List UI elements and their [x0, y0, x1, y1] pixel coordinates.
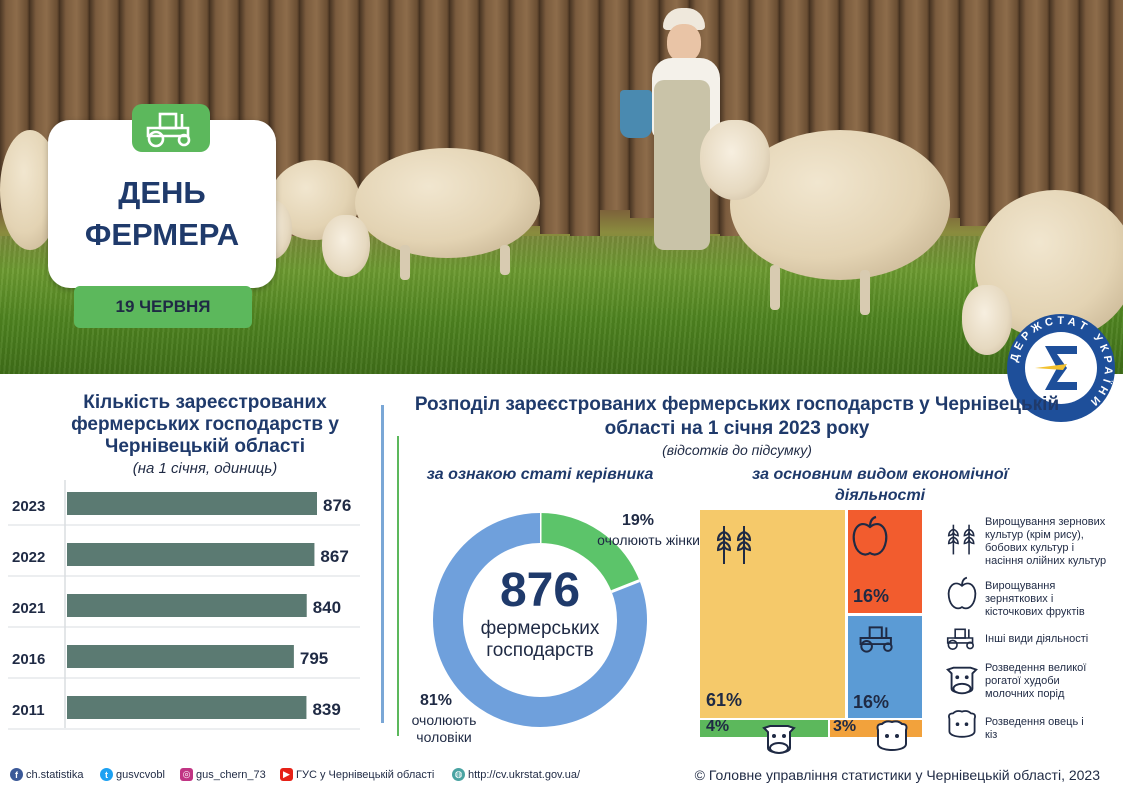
wheat-icon	[947, 524, 975, 555]
donut-separator	[611, 579, 641, 594]
donut-slice	[539, 513, 640, 593]
sheep-icon	[948, 710, 976, 738]
bar-category-label: 2011	[12, 702, 45, 719]
bar	[67, 594, 307, 617]
title-tab	[132, 104, 210, 152]
treemap-cell-fruit	[848, 510, 922, 613]
copyright: © Головне управління статистики у Чернів…	[694, 767, 1100, 783]
instagram-link[interactable]: ◎ gus_chern_73	[180, 768, 266, 781]
facebook-icon: f	[10, 768, 23, 781]
distribution-title: Розподіл зареєстрованих фермерських госп…	[414, 394, 1060, 439]
instagram-handle: gus_chern_73	[196, 768, 266, 781]
bar-value-label: 795	[300, 649, 328, 668]
bar-category-label: 2021	[12, 600, 45, 617]
bar-category-label: 2023	[12, 498, 45, 515]
women-label: очолюють жінки	[597, 532, 700, 548]
website-url: http://cv.ukrstat.gov.ua/	[468, 768, 581, 781]
youtube-icon: ▶	[280, 768, 293, 781]
bar-category-label: 2016	[12, 651, 45, 668]
bar	[67, 645, 294, 668]
treemap-value: 61%	[706, 690, 743, 710]
facebook-handle: ch.statistika	[26, 768, 84, 781]
legend-text: Розведення овець і кіз	[985, 716, 1084, 741]
tractor-icon	[946, 628, 974, 650]
apple-icon	[852, 515, 888, 556]
footer: f ch.statistika t gusvcvobl ◎ gus_chern_…	[0, 762, 1123, 790]
bar	[67, 492, 317, 515]
title-line-2: ФЕРМЕРА	[84, 217, 240, 252]
tractor-icon	[146, 112, 191, 148]
legend-text: Вирощування зерняткових і кісточкових фр…	[985, 580, 1085, 618]
legend-text: Інші види діяльності	[985, 633, 1089, 645]
distribution-subtitle: (відсотків до підсумку)	[662, 442, 812, 458]
bar-chart-title: Кількість зареєстрованих фермерських гос…	[71, 392, 339, 457]
men-percent: 81%	[420, 692, 453, 709]
treemap-value: 3%	[833, 718, 857, 735]
legend-text: Вирощування зернових культур (крім рису)…	[985, 516, 1107, 567]
wheat-icon	[716, 526, 752, 564]
website-link[interactable]: ◍ http://cv.ukrstat.gov.ua/	[452, 768, 580, 781]
cow-icon	[762, 725, 796, 754]
divider	[397, 436, 399, 736]
treemap-cell-other	[848, 616, 922, 718]
women-percent: 19%	[622, 512, 655, 529]
donut-center-value: 876	[499, 564, 581, 617]
page-title: ДЕНЬ ФЕРМЕРА	[48, 172, 276, 256]
bar-value-label: 839	[312, 700, 340, 719]
treemap-value: 4%	[706, 718, 730, 735]
bar	[67, 696, 307, 719]
tractor-icon	[859, 626, 893, 653]
donut-center-label: фермерських господарств	[480, 618, 600, 661]
divider	[381, 405, 384, 723]
apple-icon	[947, 576, 977, 610]
bar-chart-subtitle: (на 1 січня, одиниць)	[132, 460, 278, 477]
donut-heading: за ознакою статі керівника	[426, 466, 654, 483]
bar	[67, 543, 315, 566]
globe-icon: ◍	[452, 768, 465, 781]
twitter-icon: t	[100, 768, 113, 781]
bar-chart: 2023 876 2022 867 2021 840 2016 795 2011 839	[8, 480, 360, 730]
date-badge: 19 ЧЕРВНЯ	[74, 286, 252, 328]
bar-value-label: 876	[323, 496, 351, 515]
bar-category-label: 2022	[12, 549, 45, 566]
facebook-link[interactable]: f ch.statistika	[10, 768, 83, 781]
legend-text: Розведення великої рогатої худоби молочн…	[985, 662, 1087, 700]
youtube-channel: ГУС у Чернівецькій області	[296, 768, 435, 781]
title-line-1: ДЕНЬ	[118, 175, 206, 210]
youtube-link[interactable]: ▶ ГУС у Чернівецькій області	[280, 768, 434, 781]
men-label: очолюють чоловіки	[411, 712, 477, 745]
twitter-handle: gusvcvobl	[116, 768, 165, 781]
bar-value-label: 867	[320, 547, 348, 566]
cow-icon	[946, 666, 978, 695]
treemap-value: 16%	[853, 586, 890, 606]
sheep-icon	[876, 720, 908, 751]
derzhstat-logo: ДЕРЖСТАТ УКРАЇНИ	[1007, 314, 1115, 422]
instagram-icon: ◎	[180, 768, 193, 781]
donut-slice	[433, 513, 647, 727]
treemap-value: 16%	[853, 692, 890, 712]
bar-value-label: 840	[313, 598, 341, 617]
twitter-link[interactable]: t gusvcvobl	[100, 768, 165, 781]
treemap-heading: за основним видом економічної діяльності	[751, 466, 1009, 504]
donut-chart	[433, 513, 647, 727]
